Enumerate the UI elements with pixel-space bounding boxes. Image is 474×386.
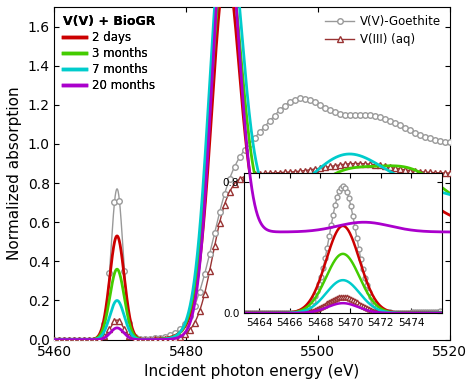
Legend: 2 days, 3 months, 7 months, 20 months: 2 days, 3 months, 7 months, 20 months xyxy=(60,13,158,94)
X-axis label: Incident photon energy (eV): Incident photon energy (eV) xyxy=(145,364,360,379)
Y-axis label: Normalized absorption: Normalized absorption xyxy=(7,86,22,260)
